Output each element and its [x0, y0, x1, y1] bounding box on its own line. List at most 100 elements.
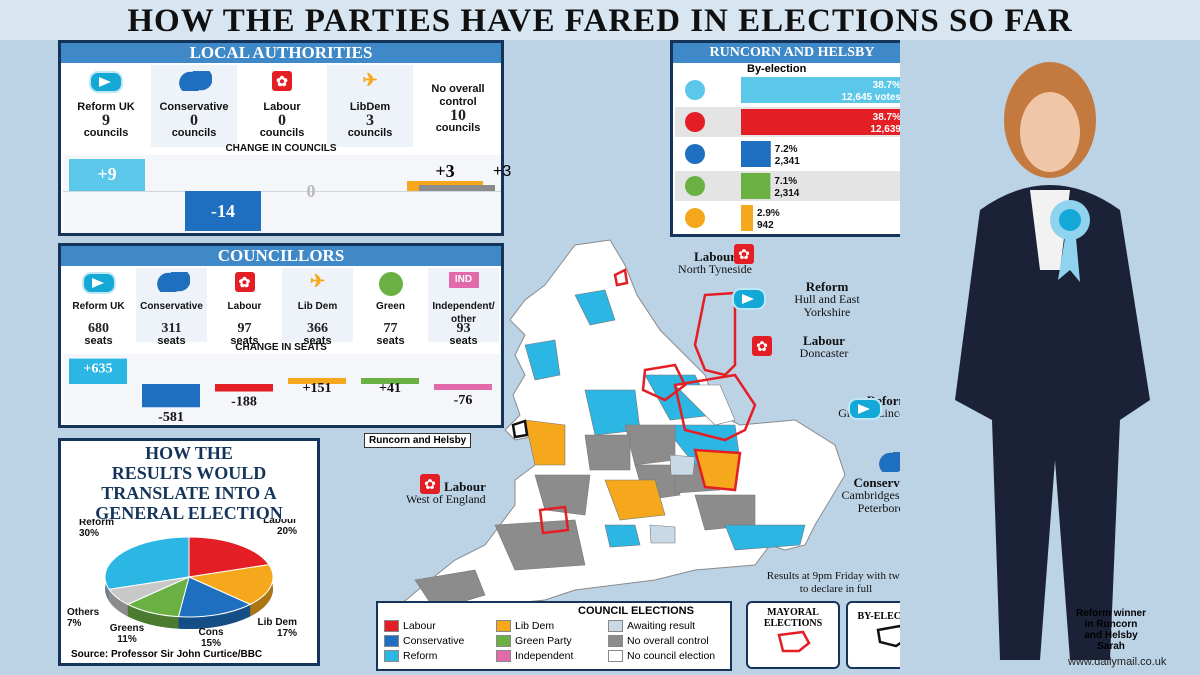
- la-party-value: 3: [366, 112, 374, 129]
- mayoral-boundary: [673, 373, 757, 442]
- seats-bar: [434, 384, 492, 390]
- la-party-libdem: ✈ LibDem 3 councils: [327, 65, 413, 147]
- runcorn-pct: 38.7%: [873, 112, 901, 123]
- runcorn-row: [675, 139, 911, 169]
- map-region: [724, 524, 806, 551]
- cl-party-2: ✿ Labour 97 seats: [209, 268, 280, 347]
- runcorn-bar: [741, 173, 771, 199]
- map-region: [604, 479, 666, 521]
- runcorn-pct: 7.2%: [775, 144, 798, 155]
- la-change-noc: [419, 185, 495, 191]
- cl-party-4: Green 77 seats: [355, 268, 426, 347]
- pie-slice-side: [178, 604, 251, 629]
- la-party-name: Reform UK: [77, 101, 135, 113]
- map-region: [604, 524, 641, 548]
- pie-label-name: Reform: [79, 519, 114, 528]
- map-region: [674, 384, 736, 426]
- runcorn-votes: 942: [757, 220, 774, 231]
- byelection-boundary: [511, 419, 529, 439]
- pie-slice-side: [250, 564, 273, 617]
- labour-rose-icon: ✿: [272, 71, 292, 91]
- pie-label-pct: 17%: [277, 628, 297, 639]
- map-region: [649, 524, 676, 544]
- pie-label-name: Greens: [110, 623, 145, 634]
- pie-slice: [108, 576, 190, 605]
- heading-line: RESULTS WOULD: [111, 463, 267, 483]
- mayoral-boundary: [613, 268, 629, 287]
- la-party-value: 0: [190, 112, 198, 129]
- key-swatch: [608, 650, 623, 662]
- map-region: [534, 474, 591, 516]
- seats-bar: [361, 378, 419, 384]
- label-hull: Reform Hull and East Yorkshire: [794, 279, 860, 319]
- la-party-unit: councils: [83, 127, 129, 139]
- seats-bg: [63, 354, 501, 424]
- key-item: Independent: [496, 649, 608, 663]
- results-note: Results at 9pm Friday with two to declar…: [766, 570, 906, 595]
- general-election-heading: HOW THE RESULTS WOULD TRANSLATE INTO A G…: [61, 443, 317, 523]
- cl-party-value: 93: [456, 321, 471, 336]
- pie-slice-side: [109, 589, 128, 617]
- cl-party-unit: seats: [84, 335, 113, 347]
- reform-icon: [848, 398, 883, 420]
- map-region: [669, 454, 696, 476]
- la-party-noc: No overall control 10 councils: [415, 65, 501, 147]
- mayoral-key: MAYORAL ELECTIONS: [746, 601, 840, 669]
- pie-label-name: Labour: [263, 519, 297, 526]
- general-election-source: Source: Professor Sir John Curtice/BBC: [71, 649, 263, 660]
- libdem-bird-icon: ✈: [309, 271, 326, 291]
- runcorn-panel: RUNCORN AND HELSBY By-election 38.7% 12,6…: [670, 40, 914, 237]
- cl-party-value: 366: [307, 321, 328, 336]
- key-label: Reform: [403, 650, 438, 662]
- cl-party-name: Conservative: [140, 301, 203, 312]
- byelection-key-label: BY-ELECTION: [857, 611, 927, 622]
- la-party-value: 0: [278, 112, 286, 129]
- reform-icon: [685, 80, 705, 100]
- key-swatch: [496, 620, 511, 632]
- runcorn-heading: RUNCORN AND HELSBY: [673, 43, 911, 63]
- seats-bar: [69, 358, 127, 384]
- seats-value: -76: [454, 393, 473, 408]
- pie-slice: [187, 564, 274, 605]
- cl-party-name: Independent/ other: [432, 301, 495, 325]
- pie-label-name: Lib Dem: [258, 617, 298, 628]
- label-west-of-england: Labour West of England: [406, 479, 486, 506]
- seats-value: -581: [158, 410, 184, 424]
- labour-rose-icon: ✿: [734, 244, 754, 264]
- local-authorities-panel: LOCAL AUTHORITIES Reform UK 9 councils C…: [58, 40, 511, 236]
- cl-party-value: 311: [161, 321, 182, 336]
- cl-party-name: Reform UK: [72, 301, 125, 312]
- mayoral-boundary: [538, 505, 570, 535]
- general-election-panel: HOW THE RESULTS WOULD TRANSLATE INTO A G…: [58, 438, 320, 666]
- seats-bar: [142, 384, 200, 408]
- key-swatch: [608, 635, 623, 647]
- key-item: Labour: [384, 619, 496, 633]
- key-item: No overall control: [608, 634, 720, 648]
- cl-party-value: 77: [383, 321, 398, 336]
- la-party-unit: councils: [347, 127, 393, 139]
- runcorn-votes: 2,341: [775, 156, 800, 167]
- la-party-labour: ✿ Labour 0 councils: [239, 65, 325, 147]
- libdem-bird-icon: [685, 208, 705, 228]
- key-item: Awaiting result: [608, 619, 720, 633]
- pie-label-name: Cons: [199, 627, 224, 638]
- candidate-photo: [900, 40, 1200, 675]
- pie-slice-side: [127, 604, 179, 629]
- pie-slice: [104, 536, 190, 590]
- la-party-unit: councils: [435, 122, 481, 134]
- cl-party-unit: seats: [376, 335, 405, 347]
- la-change-conservative: -14: [185, 191, 261, 231]
- seats-value: +151: [303, 381, 332, 396]
- runcorn-row: [675, 171, 911, 201]
- map-region: [494, 519, 586, 571]
- la-party-name: Labour: [263, 101, 301, 113]
- cl-party-value: 680: [88, 321, 109, 336]
- map-region: [524, 339, 561, 381]
- la-change-labour: 0: [306, 181, 316, 201]
- mayoral-outline-icon: [777, 630, 811, 653]
- label-doncaster: Labour Doncaster: [799, 333, 849, 360]
- change-in-councils-chart: +9 -14 0 +3 +3: [63, 155, 511, 233]
- mayoral-key-label: MAYORAL ELECTIONS: [763, 607, 823, 629]
- map-region: [584, 434, 631, 471]
